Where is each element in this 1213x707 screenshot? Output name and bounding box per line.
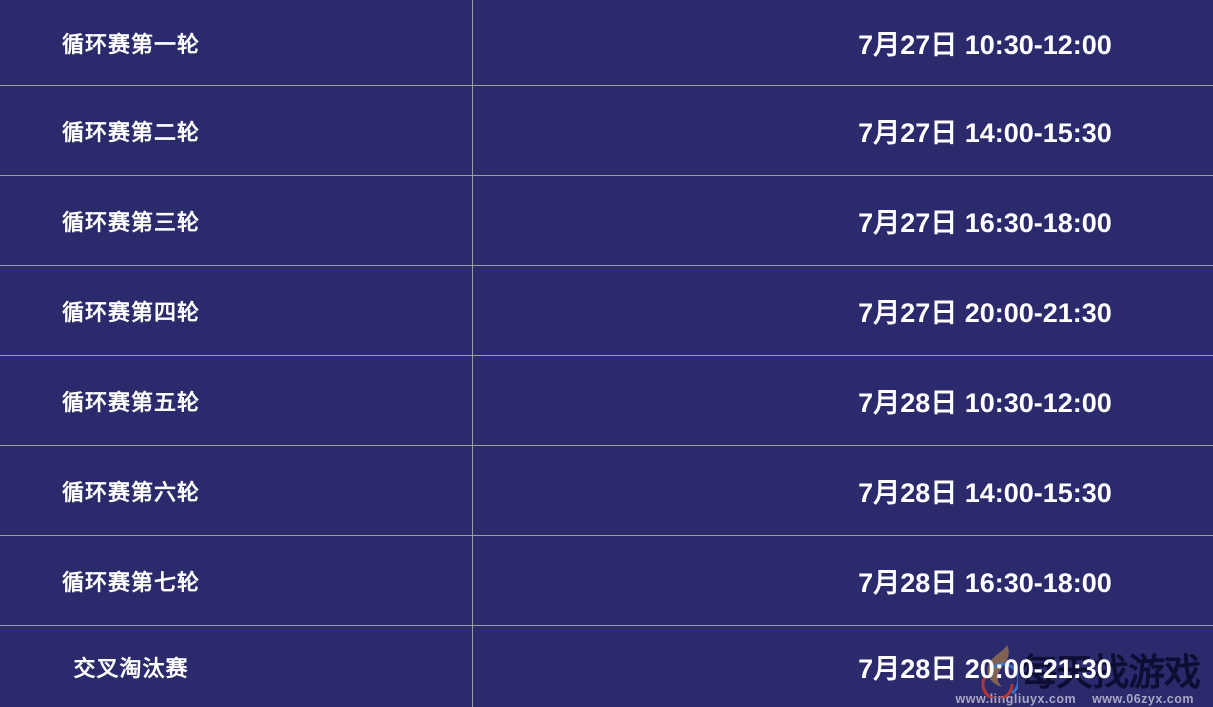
watermark-url-lingliuyx: www.lingliuyx.com (955, 692, 1077, 706)
event-name: 循环赛第二轮 (61, 119, 200, 145)
event-cell: 循环赛第五轮 (0, 356, 473, 445)
event-time: 7月27日 10:30-12:00 (858, 30, 1112, 60)
time-cell: 7月27日 14:00-15:30 (473, 86, 1213, 175)
event-name: 循环赛第一轮 (61, 31, 200, 57)
event-time: 7月28日 16:30-18:00 (858, 568, 1112, 598)
watermark-site-name: 每天找游戏 (1020, 652, 1201, 693)
event-cell: 循环赛第七轮 (0, 536, 473, 625)
table-row: 循环赛第二轮 7月27日 14:00-15:30 (0, 85, 1213, 175)
event-cell: 循环赛第一轮 (0, 0, 473, 85)
table-row: 循环赛第一轮 7月27日 10:30-12:00 (0, 0, 1213, 85)
event-time: 7月27日 16:30-18:00 (858, 208, 1112, 238)
event-name: 循环赛第三轮 (61, 209, 200, 235)
event-cell: 循环赛第二轮 (0, 86, 473, 175)
time-cell: 7月28日 16:30-18:00 (473, 536, 1213, 625)
watermark: 每天找游戏 www.lingliuyx.com www.06zyx.com (956, 644, 1201, 706)
watermark-top: 每天找游戏 (956, 644, 1201, 698)
watermark-urls: www.lingliuyx.com www.06zyx.com (956, 692, 1194, 706)
flame-swirl-logo-icon (981, 645, 1018, 698)
table-row: 循环赛第三轮 7月27日 16:30-18:00 (0, 175, 1213, 265)
table-row: 循环赛第七轮 7月28日 16:30-18:00 (0, 535, 1213, 625)
event-name: 循环赛第七轮 (61, 569, 200, 595)
event-time: 7月27日 14:00-15:30 (858, 118, 1112, 148)
event-cell: 循环赛第三轮 (0, 176, 473, 265)
event-name: 循环赛第六轮 (61, 479, 200, 505)
event-cell: 循环赛第六轮 (0, 446, 473, 535)
event-cell: 循环赛第四轮 (0, 266, 473, 355)
event-time: 7月28日 10:30-12:00 (858, 388, 1112, 418)
event-time: 7月28日 20:00-21:30 (858, 654, 1112, 684)
time-cell: 7月28日 10:30-12:00 (473, 356, 1213, 445)
event-time: 7月27日 20:00-21:30 (858, 298, 1112, 328)
time-cell: 7月27日 10:30-12:00 (473, 0, 1213, 85)
event-name: 循环赛第四轮 (61, 299, 200, 325)
event-name: 循环赛第五轮 (61, 389, 200, 415)
table-row: 循环赛第六轮 7月28日 14:00-15:30 (0, 445, 1213, 535)
watermark-url-06zyx: www.06zyx.com (1092, 692, 1194, 706)
event-name: 交叉淘汰赛 (73, 655, 189, 681)
time-cell: 7月27日 16:30-18:00 (473, 176, 1213, 265)
table-row: 交叉淘汰赛 7月28日 20:00-21:30 (0, 625, 1213, 707)
event-time: 7月28日 14:00-15:30 (858, 478, 1112, 508)
time-cell: 7月27日 20:00-21:30 (473, 266, 1213, 355)
time-cell: 7月28日 20:00-21:30 (473, 626, 1213, 707)
table-row: 循环赛第四轮 7月27日 20:00-21:30 (0, 265, 1213, 355)
event-cell: 交叉淘汰赛 (0, 626, 473, 707)
time-cell: 7月28日 14:00-15:30 (473, 446, 1213, 535)
table-row: 循环赛第五轮 7月28日 10:30-12:00 (0, 355, 1213, 445)
